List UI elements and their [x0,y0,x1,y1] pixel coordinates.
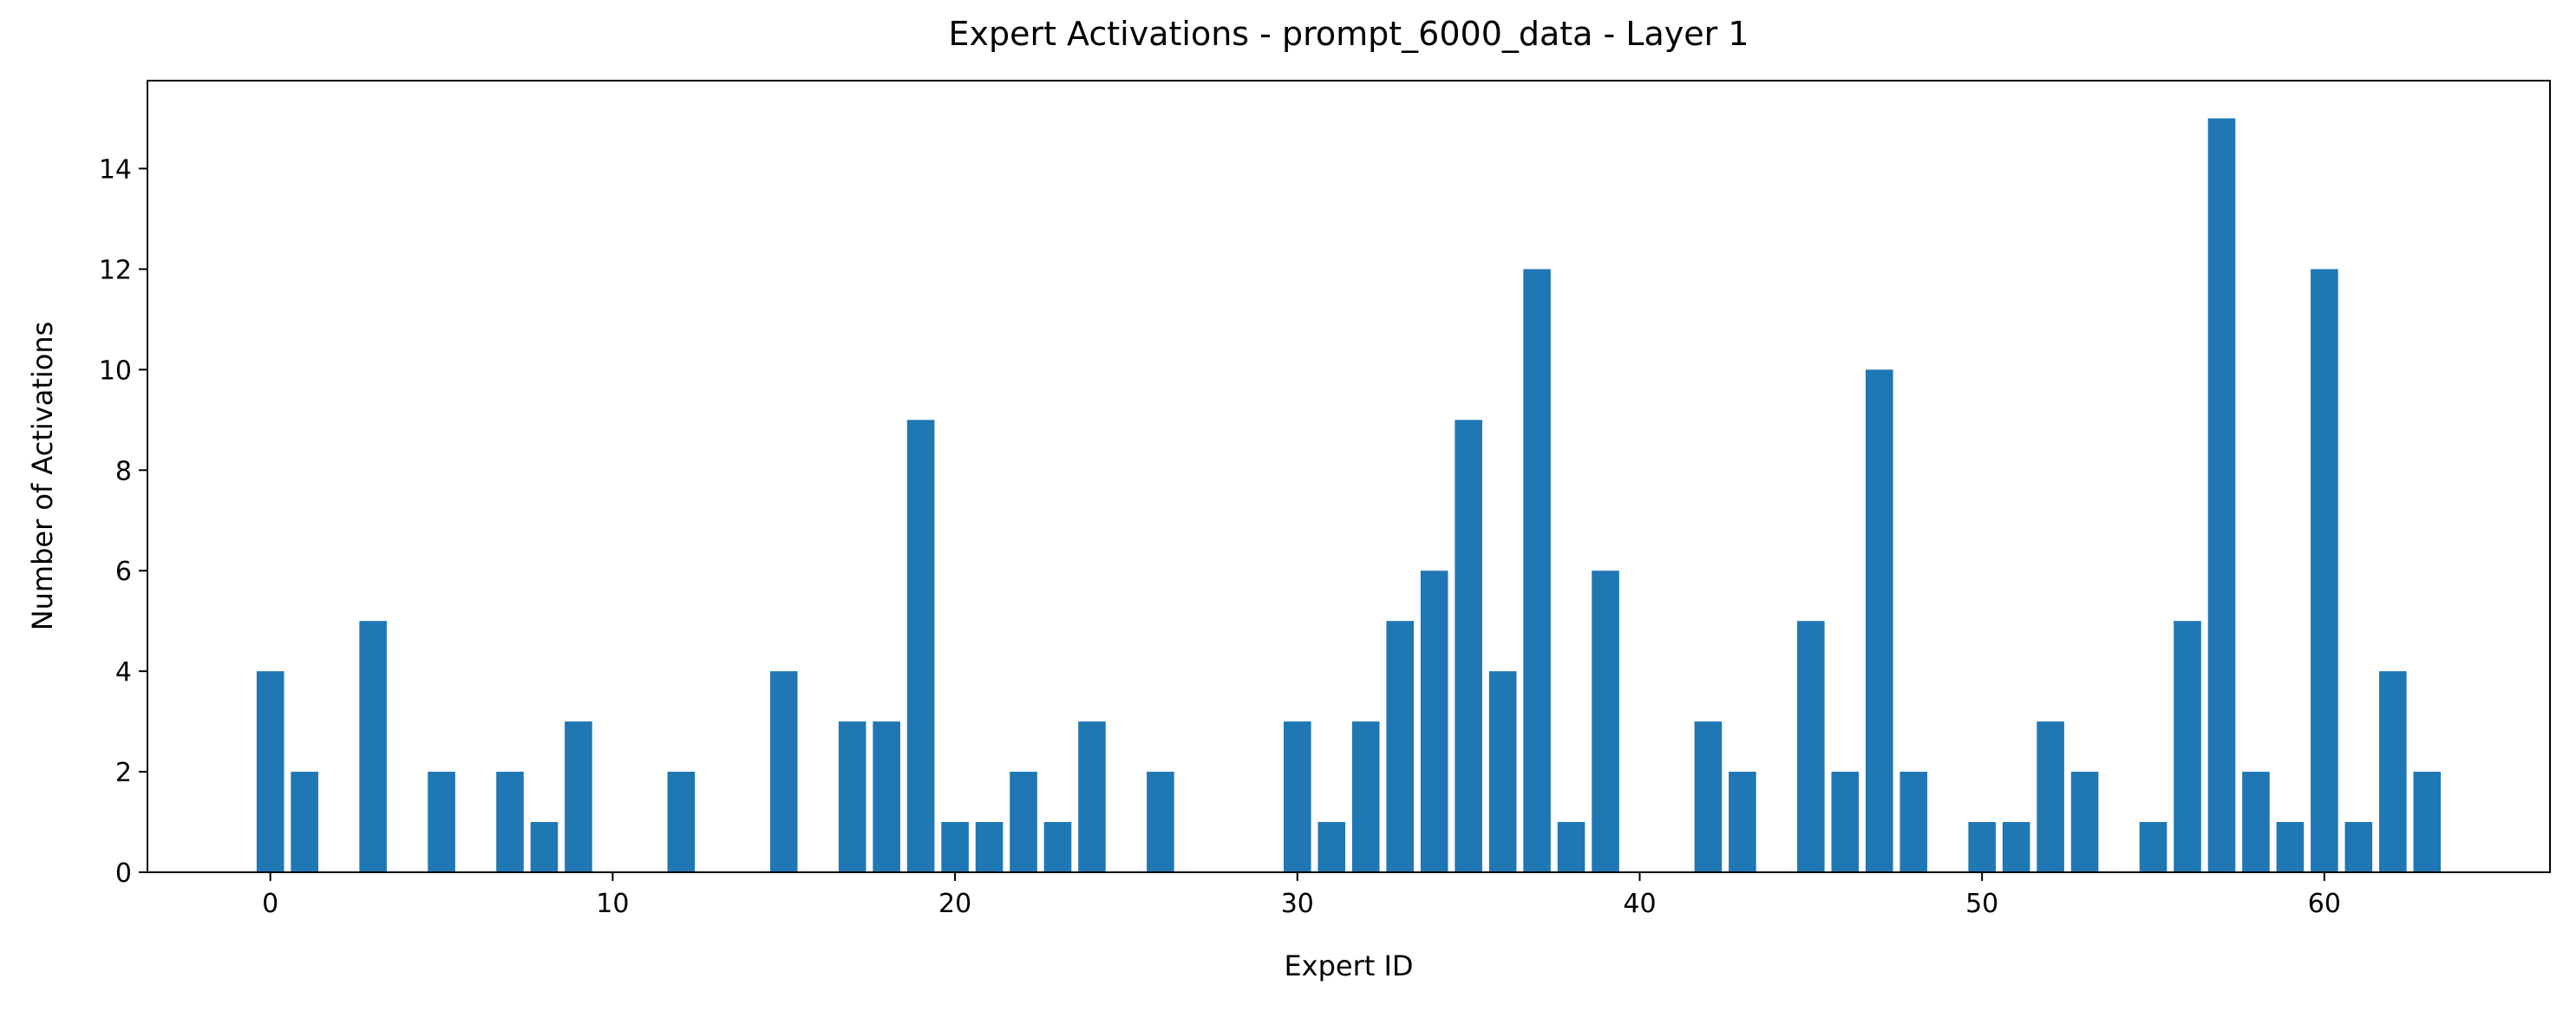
bar [1523,269,1551,872]
bar [1284,721,1311,872]
bar [2311,269,2338,872]
bar [1386,621,1414,872]
bar [2344,822,2373,872]
bar [1865,369,1893,872]
bar [941,822,969,872]
bar [291,772,318,872]
bar [496,772,524,872]
axes-frame [147,80,2551,873]
bar [1147,772,1174,872]
y-tick-label: 10 [99,355,132,386]
bar [1694,721,1723,872]
bar [2139,822,2167,872]
x-tick-label: 10 [596,889,629,919]
bar [1831,772,1860,872]
bar [1010,772,1037,872]
x-tick-label: 0 [262,889,278,919]
x-tick-label: 60 [2308,889,2341,919]
x-axis-label: Expert ID [1284,949,1413,982]
bar [667,772,696,872]
bar [565,721,592,872]
bar [2276,822,2305,872]
bar [1592,571,1619,872]
y-tick-label: 8 [115,456,132,486]
bar [1351,721,1380,872]
y-tick-label: 14 [99,154,132,185]
bar [428,772,455,872]
bar [1557,822,1585,872]
bar [1899,772,1928,872]
bar [1488,671,1517,872]
x-tick-label: 50 [1965,889,1998,919]
x-tick-label: 20 [938,889,971,919]
y-tick-label: 2 [115,758,132,788]
bar [1078,721,1106,872]
bar [2242,772,2270,872]
bar [873,721,900,872]
bar [906,420,935,872]
bar [2070,772,2099,872]
bar [769,671,798,872]
y-axis-label: Number of Activations [26,322,59,631]
x-tick-label: 40 [1623,889,1656,919]
bar [2174,621,2201,872]
bar [359,621,387,872]
y-tick-label: 12 [99,255,132,285]
bar [2002,822,2030,872]
bar [975,822,1004,872]
bar [2207,118,2236,872]
y-tick-label: 4 [115,657,132,688]
bar [1797,621,1825,872]
bar [1729,772,1756,872]
bar [256,671,284,872]
bar [2413,772,2442,872]
bar [2379,671,2407,872]
bar [2037,721,2064,872]
y-tick-label: 6 [115,557,132,587]
bar [1968,822,1996,872]
bar [1043,822,1072,872]
chart-title: Expert Activations - prompt_6000_data - … [948,15,1749,53]
x-tick-label: 30 [1281,889,1314,919]
bar [1455,420,1482,872]
bar [1420,571,1448,872]
bar [838,721,866,872]
bar [530,822,559,872]
bar [1317,822,1346,872]
y-tick-label: 0 [115,858,132,889]
